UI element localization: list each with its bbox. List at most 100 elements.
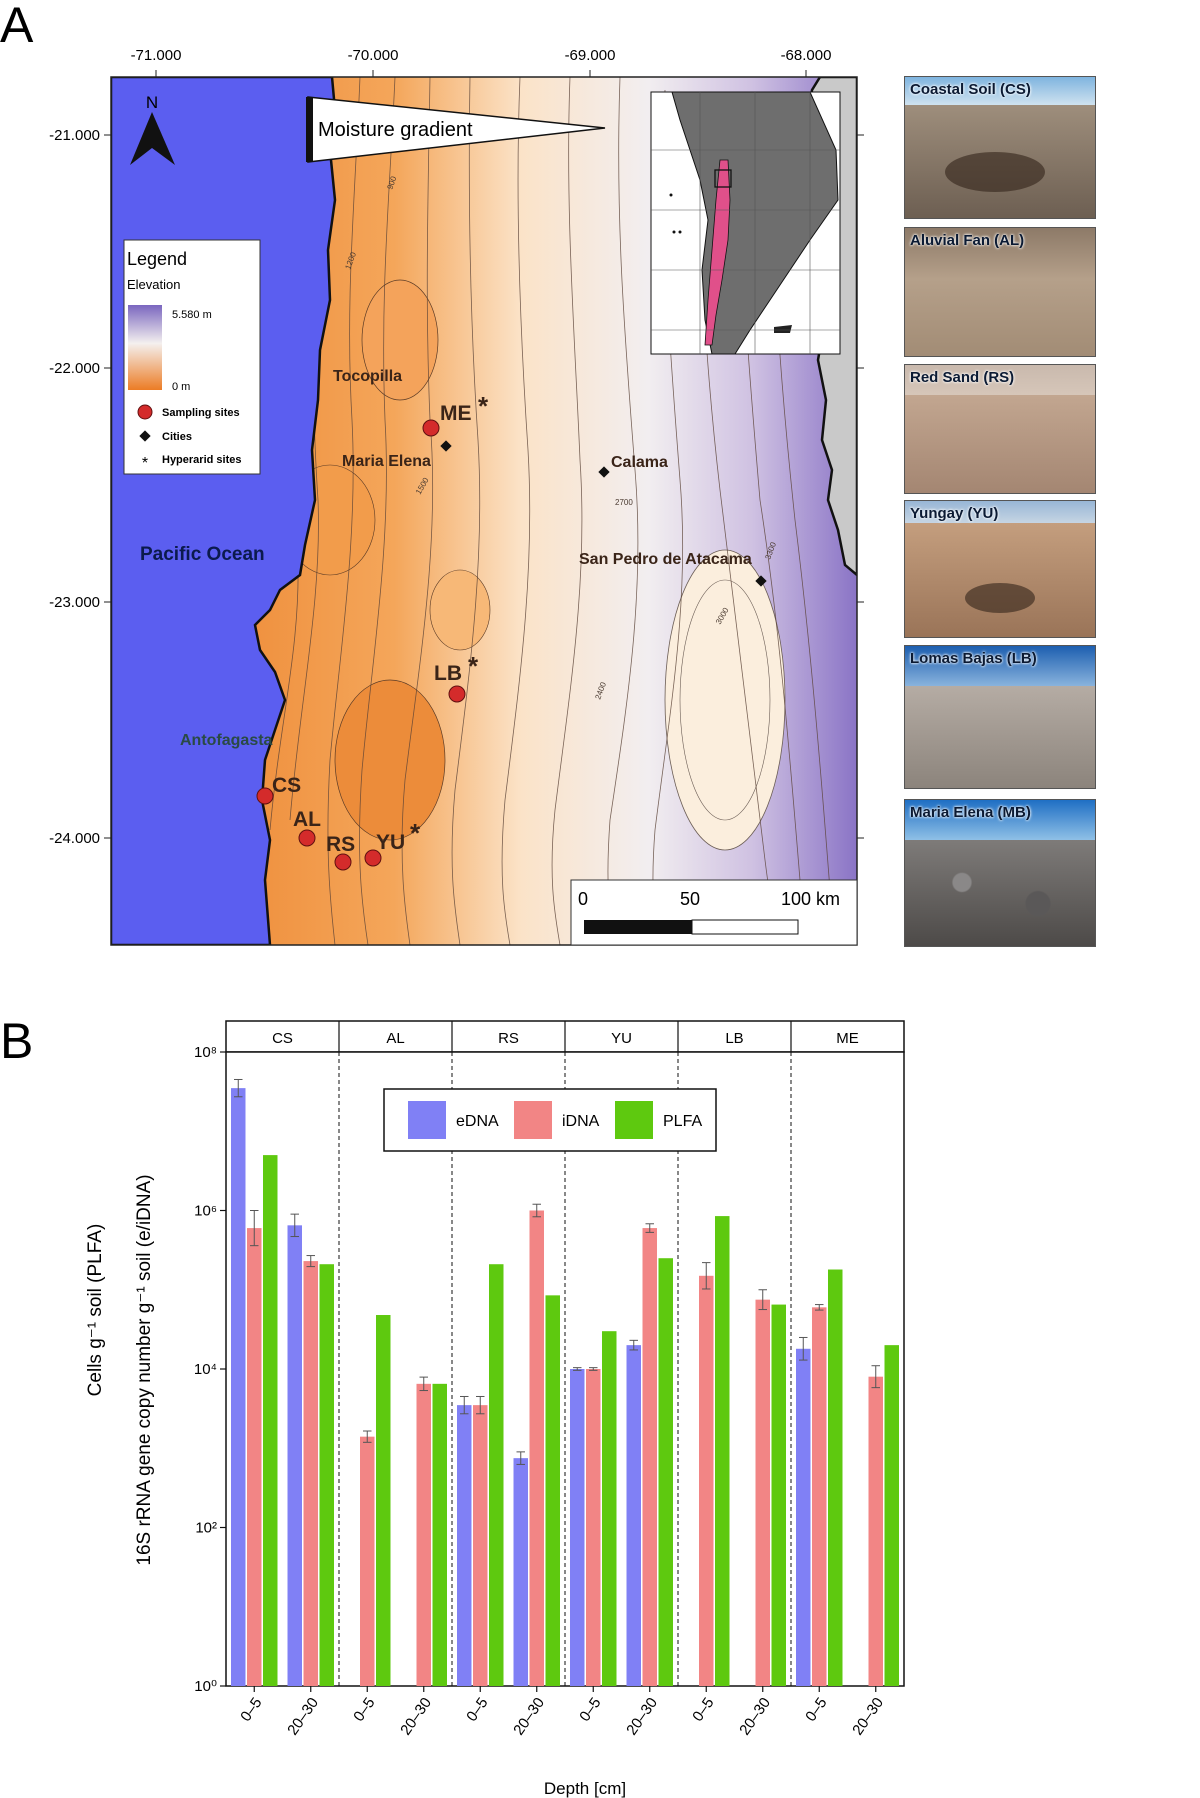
facet-label: YU bbox=[611, 1030, 632, 1047]
bar-chart: Cells g⁻¹ soil (PLFA) 16S rRNA gene copy… bbox=[85, 1020, 905, 1798]
city-marker bbox=[598, 466, 610, 478]
bar-idna bbox=[586, 1369, 601, 1686]
bar-idna bbox=[303, 1261, 318, 1686]
map-frame bbox=[110, 76, 858, 946]
bar-plfa bbox=[602, 1331, 617, 1686]
city-label-maria-elena: Maria Elena bbox=[342, 453, 431, 470]
bar-idna bbox=[755, 1299, 770, 1686]
site-label-cs: CS bbox=[272, 774, 301, 797]
bar-idna bbox=[360, 1436, 375, 1686]
bar-edna bbox=[513, 1458, 528, 1686]
legend-hyperarid-icon: * bbox=[142, 455, 148, 472]
legend-site-icon bbox=[137, 404, 153, 420]
site-marker-rs bbox=[334, 853, 352, 871]
panel-b-label: B bbox=[0, 1013, 33, 1069]
y-axis-title-plfa: Cells g⁻¹ soil (PLFA) bbox=[85, 1224, 106, 1397]
contour-label: 900 bbox=[385, 175, 398, 191]
y-tick-label: 10⁸ bbox=[194, 1044, 217, 1061]
legend-elevation-ramp bbox=[128, 305, 162, 390]
facet-label: ME bbox=[836, 1030, 859, 1047]
x-tick-label: 20–30 bbox=[284, 1695, 322, 1739]
bar-plfa bbox=[489, 1264, 504, 1686]
photo-maria-elena: Maria Elena (MB) bbox=[904, 799, 1096, 947]
photo-red-sand: Red Sand (RS) bbox=[904, 364, 1096, 494]
y-tick-label: 10⁴ bbox=[194, 1361, 217, 1378]
x-tick-label: 20–30 bbox=[849, 1695, 887, 1739]
north-label: N bbox=[146, 93, 158, 112]
y-tick-label: 10⁶ bbox=[194, 1203, 217, 1220]
facet-label: AL bbox=[386, 1030, 404, 1047]
photo-label: Lomas Bajas (LB) bbox=[910, 650, 1037, 667]
site-marker-me bbox=[422, 419, 440, 437]
x-tick-label: 0–5 bbox=[802, 1695, 830, 1725]
y-axis-title-dna: 16S rRNA gene copy number g⁻¹ soil (e/iD… bbox=[134, 1174, 155, 1565]
scale-end: 100 km bbox=[781, 889, 840, 909]
legend-swatch-plfa bbox=[615, 1101, 653, 1139]
bar-plfa bbox=[545, 1295, 560, 1686]
lon-tick-label: -70.000 bbox=[348, 47, 399, 64]
legend-elevation-label: Elevation bbox=[127, 277, 180, 292]
lon-tick-label: -68.000 bbox=[781, 47, 832, 64]
bar-edna bbox=[457, 1405, 472, 1686]
x-axis-title: Depth [cm] bbox=[544, 1779, 626, 1798]
lat-tick-label: -24.000 bbox=[49, 830, 100, 847]
site-marker-lb bbox=[448, 685, 466, 703]
legend-swatch-idna bbox=[514, 1101, 552, 1139]
bar-plfa bbox=[715, 1216, 730, 1686]
hyperarid-marker: * bbox=[478, 391, 489, 421]
lat-tick-label: -21.000 bbox=[49, 127, 100, 144]
bar-plfa bbox=[658, 1258, 673, 1686]
site-label-rs: RS bbox=[326, 833, 355, 856]
bar-idna bbox=[416, 1383, 431, 1686]
x-tick-label: 0–5 bbox=[576, 1695, 604, 1725]
site-marker-al bbox=[298, 829, 316, 847]
scale-bar: 0 50 100 km bbox=[570, 879, 858, 946]
photo-label: Aluvial Fan (AL) bbox=[910, 232, 1025, 249]
bar-idna bbox=[812, 1307, 827, 1686]
bar-idna bbox=[868, 1376, 883, 1686]
photo-yungay: Yungay (YU) bbox=[904, 500, 1096, 638]
site-marker-yu bbox=[364, 849, 382, 867]
bar-idna bbox=[642, 1228, 657, 1686]
lon-tick-label: -71.000 bbox=[131, 47, 182, 64]
north-arrow-icon: N bbox=[130, 93, 175, 165]
bar-edna bbox=[626, 1345, 641, 1686]
legend-label-edna: eDNA bbox=[456, 1113, 499, 1130]
photo-lomas-bajas: Lomas Bajas (LB) bbox=[904, 645, 1096, 789]
city-label-san-pedro: San Pedro de Atacama bbox=[579, 551, 752, 568]
bar-plfa bbox=[263, 1155, 278, 1686]
photo-label: Maria Elena (MB) bbox=[910, 804, 1031, 821]
city-label-calama: Calama bbox=[611, 454, 668, 471]
photo-label: Coastal Soil (CS) bbox=[910, 81, 1031, 98]
bar-edna bbox=[287, 1225, 302, 1686]
x-tick-label: 20–30 bbox=[623, 1695, 661, 1739]
latitude-axis: -21.000 -22.000 -23.000 -24.000 bbox=[49, 127, 864, 847]
x-tick-label: 0–5 bbox=[689, 1695, 717, 1725]
legend-city-icon bbox=[139, 430, 151, 442]
site-label-yu: YU bbox=[376, 831, 405, 854]
contour-label: 2700 bbox=[615, 498, 633, 507]
site-label-me: ME bbox=[440, 402, 472, 425]
legend-item-sites: Sampling sites bbox=[162, 407, 240, 419]
x-tick-label: 0–5 bbox=[237, 1695, 265, 1725]
moisture-gradient-wedge: Moisture gradient bbox=[306, 96, 606, 163]
legend-swatch-edna bbox=[408, 1101, 446, 1139]
lat-tick-label: -22.000 bbox=[49, 360, 100, 377]
hyperarid-marker: * bbox=[410, 818, 421, 848]
legend-item-cities: Cities bbox=[162, 431, 192, 443]
bar-edna bbox=[231, 1088, 246, 1686]
bar-plfa bbox=[884, 1345, 899, 1686]
legend-min: 0 m bbox=[172, 381, 190, 393]
x-tick-label: 20–30 bbox=[397, 1695, 435, 1739]
city-marker bbox=[755, 575, 767, 587]
photo-aluvial-fan: Aluvial Fan (AL) bbox=[904, 227, 1096, 357]
bar-edna bbox=[570, 1369, 585, 1686]
facet-label: CS bbox=[272, 1030, 293, 1047]
city-marker bbox=[440, 440, 452, 452]
y-tick-label: 10⁰ bbox=[194, 1678, 217, 1695]
site-label-lb: LB bbox=[434, 662, 462, 685]
bar-idna bbox=[699, 1275, 714, 1686]
sampling-sites: ME * LB * CS AL RS YU * bbox=[256, 391, 489, 871]
photo-label: Red Sand (RS) bbox=[910, 369, 1015, 386]
scale-zero: 0 bbox=[578, 889, 588, 909]
